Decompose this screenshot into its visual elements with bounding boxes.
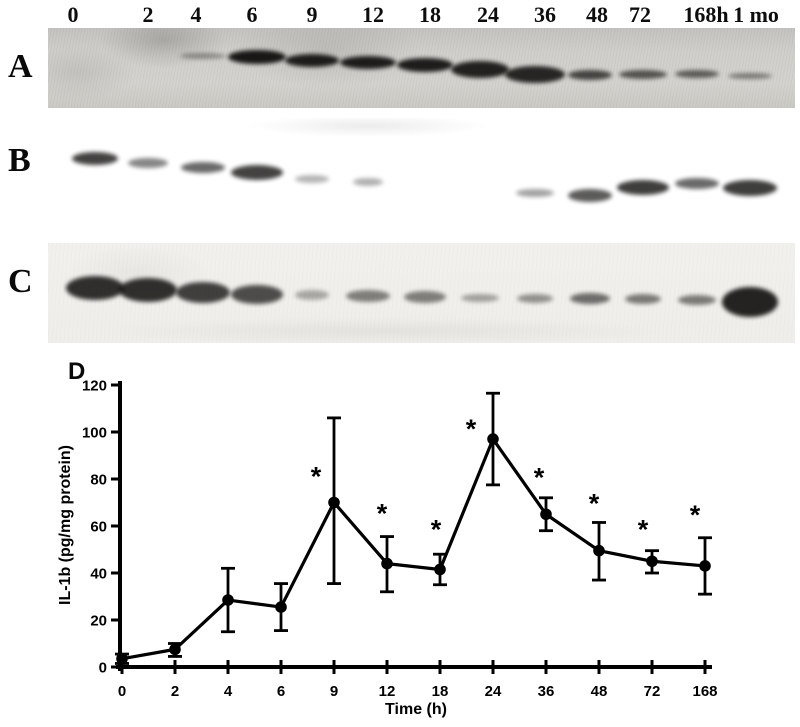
blot-band-a-9	[285, 53, 339, 67]
lane-label-168h: 168h	[683, 2, 729, 27]
x-tick-label-2: 2	[171, 683, 179, 700]
data-point-2h	[169, 643, 181, 656]
panel-d-label: D	[68, 358, 86, 385]
blot-band-b-48	[568, 188, 612, 202]
data-point-6h	[275, 601, 287, 613]
blot-band-a-48	[568, 70, 612, 80]
y-axis-title: IL-1b (pg/mg protein)	[57, 445, 74, 605]
y-tick-label-20: 20	[90, 613, 107, 630]
il1b-series-line	[121, 437, 706, 661]
significance-star-168h: *	[690, 500, 701, 530]
panel-b-label: B	[8, 142, 31, 179]
lane-label-9: 9	[306, 2, 318, 27]
lane-label-4: 4	[190, 2, 202, 27]
blot-band-c-12	[346, 290, 390, 302]
y-tick-label-0: 0	[99, 660, 107, 677]
blot-band-a-4	[180, 53, 226, 59]
blot-band-c-1mo	[722, 287, 778, 317]
y-tick-label-100: 100	[82, 425, 107, 442]
lane-label-12: 12	[362, 2, 384, 27]
significance-star-48h: *	[589, 489, 600, 519]
blot-band-a-18	[397, 58, 453, 72]
blot-band-b-72	[617, 179, 669, 195]
data-point-24h	[487, 433, 499, 445]
x-tick-label-72: 72	[644, 683, 661, 700]
y-tick-label-40: 40	[90, 566, 107, 583]
lane-label-72: 72	[629, 2, 651, 27]
blot-band-b-12	[353, 178, 383, 186]
y-tick-label-80: 80	[90, 472, 107, 489]
significance-star-12h: *	[377, 499, 388, 529]
data-point-72h	[646, 555, 658, 568]
blot-band-a-24	[451, 60, 509, 78]
data-point-36h	[540, 508, 552, 521]
x-tick-label-48: 48	[591, 683, 608, 700]
lane-label-48: 48	[586, 2, 608, 27]
y-tick-label-120: 120	[82, 378, 107, 395]
data-point-168h	[699, 560, 711, 572]
data-point-4h	[222, 594, 234, 606]
lane-label-1mo: 1 mo	[733, 2, 779, 27]
x-axis-title: Time (h)	[385, 701, 447, 718]
blot-band-c-48	[570, 292, 610, 304]
blot-band-b-36	[516, 189, 554, 197]
data-point-18h	[434, 563, 446, 576]
blot-band-b-0	[72, 151, 118, 165]
blot-band-c-4	[176, 281, 230, 303]
blot-band-a-36	[505, 65, 565, 83]
blot-band-b-4	[181, 161, 225, 173]
blot-band-a-168h	[675, 70, 719, 78]
x-tick-label-0: 0	[118, 683, 126, 700]
blot-band-c-6	[231, 284, 283, 304]
western-blot-panel-b	[48, 118, 795, 228]
blot-band-b-2	[128, 158, 168, 168]
significance-star-24h: *	[466, 414, 477, 444]
x-tick-label-9: 9	[330, 683, 338, 700]
data-point-48h	[593, 544, 605, 557]
blot-band-a-1mo	[728, 73, 772, 79]
blot-band-c-24	[461, 294, 499, 302]
blot-band-c-0	[66, 276, 124, 300]
panel-a-label: A	[8, 48, 33, 85]
lane-label-24: 24	[477, 2, 499, 27]
blot-band-c-2	[119, 278, 177, 302]
lane-label-2: 2	[142, 2, 154, 27]
significance-star-36h: *	[534, 462, 545, 492]
significance-star-72h: *	[638, 514, 649, 544]
lane-label-18: 18	[419, 2, 441, 27]
x-tick-label-12: 12	[379, 683, 396, 700]
x-tick-label-18: 18	[432, 683, 449, 700]
blot-band-c-9	[295, 290, 329, 300]
x-tick-label-168: 168	[692, 683, 717, 700]
lane-label-36: 36	[534, 2, 556, 27]
blot-band-b-6	[231, 164, 283, 180]
x-tick-label-36: 36	[538, 683, 555, 700]
significance-star-18h: *	[431, 514, 442, 544]
lane-label-0: 0	[67, 2, 79, 27]
data-point-9h	[328, 496, 340, 509]
x-tick-label-6: 6	[277, 683, 285, 700]
blot-band-b-9	[295, 175, 329, 183]
blot-band-b-1mo	[723, 180, 777, 196]
significance-star-9h: *	[311, 462, 322, 492]
lane-label-6: 6	[246, 2, 258, 27]
blot-band-a-72	[619, 69, 667, 79]
blot-band-c-72	[625, 294, 661, 304]
y-tick-label-60: 60	[90, 519, 107, 536]
data-point-12h	[381, 557, 393, 570]
blot-band-a-6	[228, 50, 286, 64]
x-tick-label-24: 24	[485, 683, 502, 700]
blot-band-b-168h	[675, 177, 719, 189]
data-point-0h	[116, 652, 128, 665]
blot-band-c-18	[404, 291, 446, 303]
panel-c-label: C	[8, 263, 33, 300]
blot-band-a-12	[340, 55, 396, 69]
blot-band-c-36	[517, 293, 553, 303]
x-tick-label-4: 4	[224, 683, 233, 700]
blot-band-c-168h	[678, 295, 716, 305]
